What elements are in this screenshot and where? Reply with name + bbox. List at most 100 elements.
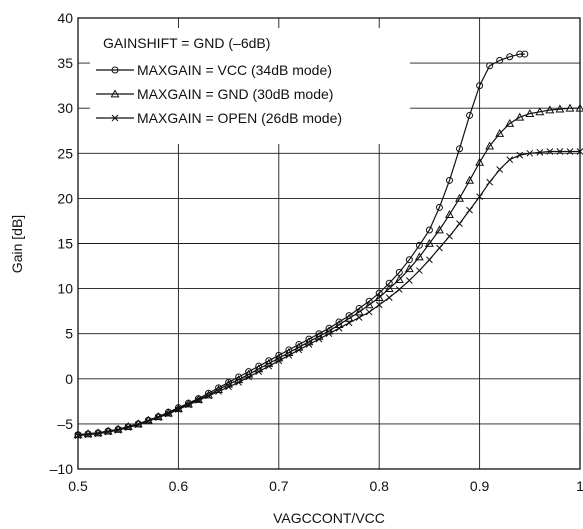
data-point <box>465 175 475 184</box>
data-point <box>394 274 404 283</box>
data-point <box>485 141 495 150</box>
legend-background <box>90 28 410 144</box>
series-triangle <box>73 103 583 439</box>
data-point <box>416 267 423 274</box>
data-point <box>344 313 354 322</box>
data-point <box>476 82 484 90</box>
data-point <box>505 118 515 127</box>
y-tick-label: 25 <box>57 145 73 161</box>
data-point <box>265 362 273 370</box>
data-point <box>446 232 453 240</box>
data-point <box>466 206 473 214</box>
data-point <box>245 373 253 381</box>
y-tick-label: 30 <box>57 100 73 116</box>
data-point <box>114 426 122 434</box>
data-point <box>165 410 172 418</box>
legend: GAINSHIFT = GND (–6dB) MAXGAIN = VCC (34… <box>90 28 410 144</box>
data-point <box>415 241 423 249</box>
data-point <box>235 379 242 386</box>
legend-marker <box>110 89 120 98</box>
data-point <box>364 300 374 309</box>
data-point <box>385 279 393 287</box>
data-point <box>355 314 363 321</box>
legend-label: MAXGAIN = GND (30dB mode) <box>137 86 333 102</box>
data-point <box>325 330 333 338</box>
data-point <box>506 53 514 61</box>
data-point <box>395 286 403 293</box>
data-point <box>375 301 383 309</box>
data-point <box>405 256 413 264</box>
data-point <box>374 292 384 301</box>
data-point <box>275 357 283 365</box>
data-point <box>556 148 564 155</box>
data-point <box>445 176 453 184</box>
y-tick-label: 35 <box>57 55 73 71</box>
data-point <box>334 320 344 329</box>
legend-title: GAINSHIFT = GND (–6dB) <box>103 35 270 51</box>
data-point <box>486 62 494 70</box>
data-point <box>104 428 112 436</box>
data-point <box>295 346 303 354</box>
data-point <box>516 151 524 159</box>
series-line <box>77 150 580 437</box>
data-point <box>215 388 222 395</box>
data-point <box>475 157 485 166</box>
data-point <box>424 238 434 247</box>
data-point <box>455 193 464 202</box>
data-point <box>434 225 444 234</box>
legend-entry: MAXGAIN = OPEN (26dB mode) <box>96 110 342 126</box>
legend-marker <box>111 66 119 74</box>
data-point <box>495 128 505 137</box>
data-point <box>555 104 565 113</box>
data-point <box>466 111 474 119</box>
data-point <box>456 220 463 228</box>
data-point <box>94 430 102 438</box>
data-point <box>255 368 263 375</box>
data-point <box>354 307 364 316</box>
data-point <box>506 156 514 163</box>
data-point <box>436 244 443 252</box>
data-point <box>426 256 433 264</box>
data-point <box>546 148 554 155</box>
data-point <box>225 383 232 391</box>
data-point <box>205 392 212 400</box>
data-point <box>414 252 424 261</box>
data-point <box>315 335 323 343</box>
legend-label: MAXGAIN = OPEN (26dB mode) <box>137 110 342 126</box>
data-point <box>345 319 353 327</box>
y-tick-label: 0 <box>65 371 73 387</box>
data-point <box>521 50 529 58</box>
data-point <box>285 351 293 359</box>
series-line <box>77 107 580 436</box>
y-tick-label: –5 <box>57 416 73 432</box>
y-tick-label: 15 <box>57 236 73 252</box>
data-point <box>365 308 373 316</box>
data-point <box>195 397 202 404</box>
data-point <box>516 50 524 58</box>
data-point <box>305 341 313 348</box>
data-point <box>445 210 454 219</box>
data-point <box>456 145 464 153</box>
y-tick-label: 5 <box>65 326 73 342</box>
legend-marker <box>111 114 119 122</box>
data-point <box>496 166 504 173</box>
data-point <box>185 401 192 409</box>
data-point <box>535 107 545 116</box>
data-point <box>405 277 413 284</box>
data-point <box>134 421 142 429</box>
data-point <box>486 178 493 186</box>
data-point <box>526 149 534 157</box>
data-point <box>545 105 555 114</box>
x-tick-label: 0.5 <box>68 478 88 494</box>
data-point <box>384 283 394 292</box>
data-point <box>496 56 504 64</box>
legend-entries: MAXGAIN = VCC (34dB mode) MAXGAIN = GND (… <box>96 62 342 126</box>
legend-entry: MAXGAIN = GND (30dB mode) <box>96 86 333 102</box>
data-point <box>425 226 433 234</box>
y-tick-label: 20 <box>57 190 73 206</box>
x-axis-label: VAGCCONT/VCC <box>273 510 385 526</box>
tick-labels: 0.5 0.6 0.7 0.8 0.9 1 –10 –5 0 5 10 15 20 25 30 35 40 <box>50 10 583 494</box>
x-tick-label: 0.7 <box>269 478 289 494</box>
legend-label: MAXGAIN = VCC (34dB mode) <box>137 62 332 78</box>
data-point <box>476 193 483 200</box>
